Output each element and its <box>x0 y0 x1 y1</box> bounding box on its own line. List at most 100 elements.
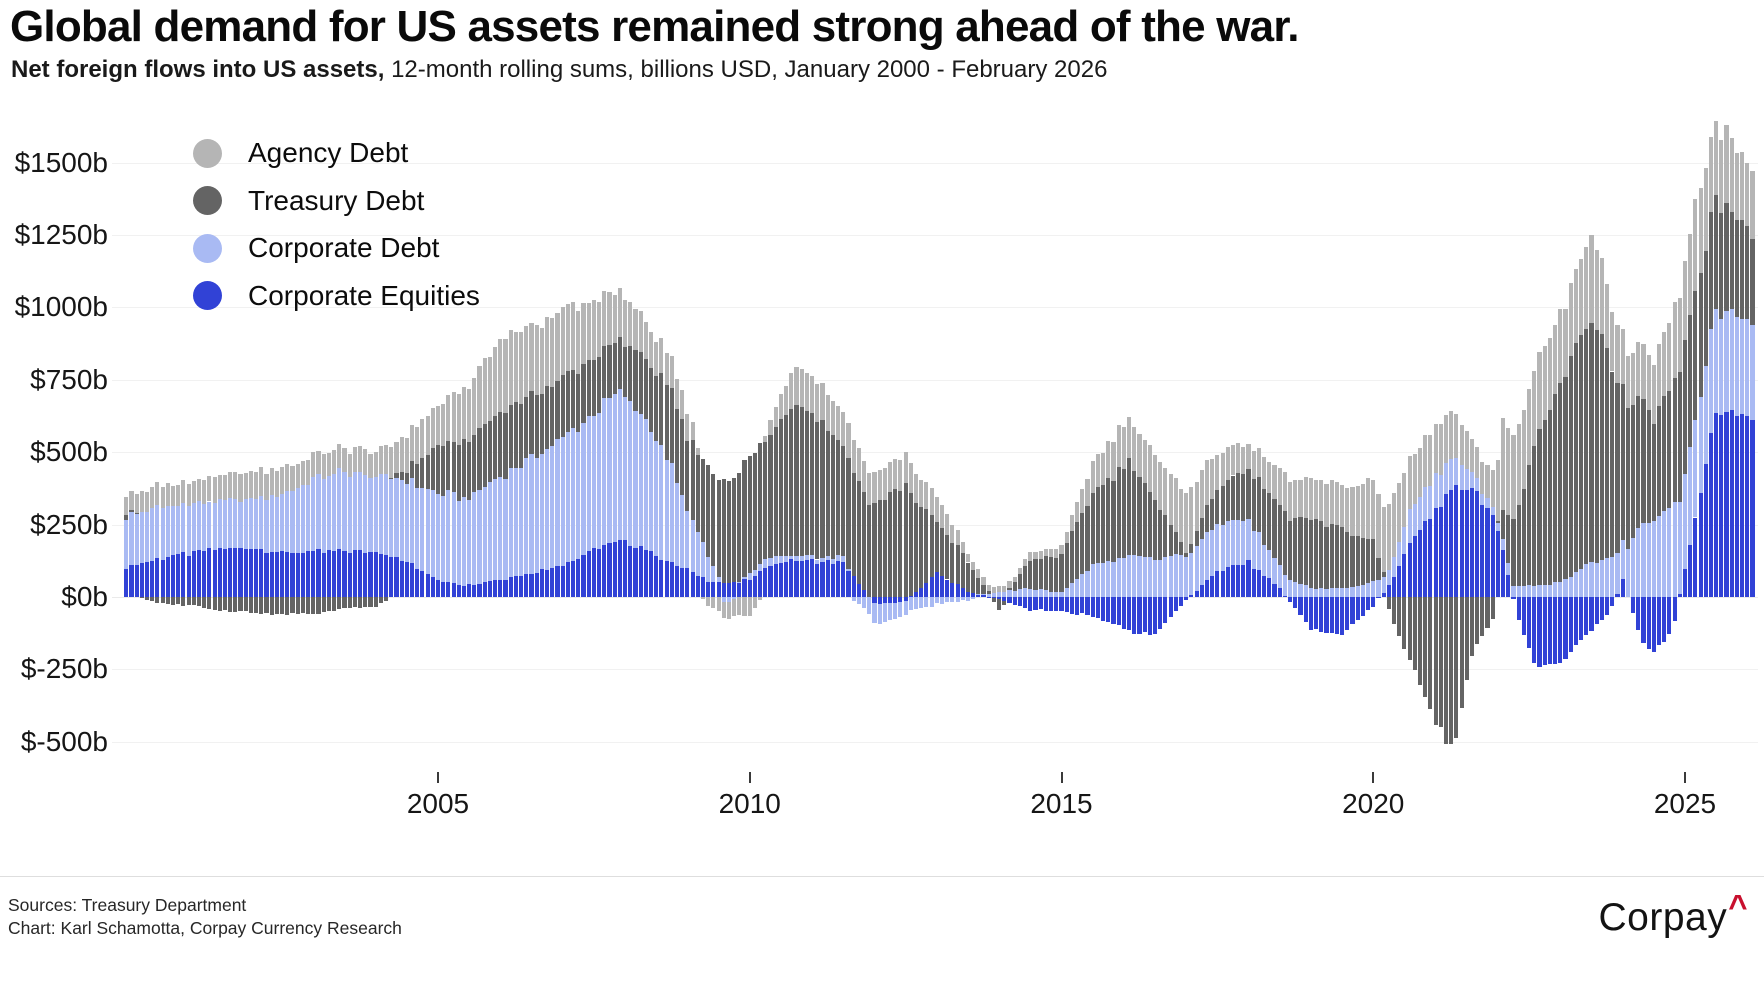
bar-corporate-equities <box>129 564 134 597</box>
bar-corporate-equities <box>1303 597 1308 622</box>
bar-corporate-equities <box>404 561 409 597</box>
bar-corporate-equities <box>680 567 685 597</box>
bar-corporate-debt <box>295 488 300 553</box>
bar-corporate-debt <box>233 499 238 548</box>
bar-treasury-debt <box>280 597 285 614</box>
bar-treasury-debt <box>191 597 196 606</box>
bar-treasury-debt <box>1464 597 1469 681</box>
bar-corporate-equities <box>960 587 965 597</box>
bar-agency-debt <box>207 476 212 502</box>
bar-corporate-equities <box>373 552 378 597</box>
bar-agency-debt <box>960 542 965 553</box>
bar-corporate-debt <box>1262 544 1267 576</box>
bar-corporate-equities <box>1142 597 1147 633</box>
bar-corporate-debt <box>846 568 851 571</box>
bar-corporate-equities <box>1059 597 1064 612</box>
bar-corporate-equities <box>534 573 539 597</box>
bar-agency-debt <box>347 453 352 478</box>
bar-corporate-debt <box>1532 586 1537 597</box>
bar-treasury-debt <box>648 368 654 433</box>
bar-treasury-debt <box>155 597 160 604</box>
bar-treasury-debt <box>1319 521 1324 588</box>
bar-agency-debt <box>1023 559 1028 567</box>
bar-treasury-debt <box>1204 505 1210 532</box>
bar-corporate-equities <box>1075 597 1080 615</box>
bar-corporate-equities <box>254 548 259 597</box>
bar-corporate-equities <box>882 597 887 604</box>
bar-agency-debt <box>134 493 139 514</box>
bar-treasury-debt <box>1340 526 1345 589</box>
bar-corporate-debt <box>1630 538 1636 597</box>
bar-corporate-equities <box>1397 566 1402 597</box>
bar-corporate-debt <box>1100 562 1106 597</box>
bar-corporate-equities <box>498 580 503 597</box>
bar-agency-debt <box>524 326 529 397</box>
bar-corporate-equities <box>550 568 555 597</box>
bar-corporate-equities <box>1225 567 1230 597</box>
bar-agency-debt <box>550 317 555 387</box>
bar-treasury-debt <box>498 412 503 477</box>
bar-agency-debt <box>191 480 196 504</box>
bar-treasury-debt <box>399 471 404 481</box>
bar-corporate-equities <box>825 559 830 597</box>
bar-agency-debt <box>924 482 929 509</box>
bar-agency-debt <box>124 497 129 515</box>
bar-treasury-debt <box>1184 553 1189 558</box>
bar-corporate-equities <box>1532 597 1537 663</box>
bar-corporate-debt <box>290 491 295 553</box>
bar-corporate-equities <box>1215 570 1220 597</box>
bar-corporate-equities <box>659 559 664 597</box>
bar-agency-debt <box>1428 435 1433 486</box>
bar-corporate-equities <box>861 589 867 597</box>
bar-treasury-debt <box>482 423 487 487</box>
bar-corporate-equities <box>508 577 513 597</box>
bar-treasury-debt <box>1132 470 1137 556</box>
bar-corporate-debt <box>1397 541 1402 567</box>
bar-corporate-debt <box>815 559 820 564</box>
bar-treasury-debt <box>778 419 783 556</box>
bar-corporate-debt <box>456 501 461 585</box>
bar-agency-debt <box>1547 338 1552 411</box>
bar-treasury-debt <box>929 514 934 578</box>
bar-corporate-equities <box>1106 597 1111 622</box>
bar-treasury-debt <box>1267 493 1272 551</box>
bar-treasury-debt <box>960 552 965 588</box>
bar-agency-debt <box>1703 167 1708 251</box>
logo-caret-icon: ^ <box>1728 888 1748 925</box>
bar-treasury-debt <box>1469 597 1475 657</box>
bar-corporate-debt <box>1656 515 1662 597</box>
bar-agency-debt <box>1646 355 1651 410</box>
bar-corporate-debt <box>1423 486 1428 521</box>
bar-treasury-debt <box>1547 410 1552 585</box>
bar-corporate-equities <box>259 548 264 597</box>
bar-corporate-equities <box>555 566 560 597</box>
bar-agency-debt <box>669 355 674 388</box>
bar-corporate-debt <box>254 498 259 549</box>
bar-corporate-equities <box>1319 597 1324 632</box>
bar-corporate-debt <box>1579 568 1584 597</box>
bar-treasury-debt <box>607 345 612 399</box>
bar-corporate-equities <box>1553 597 1558 664</box>
bar-agency-debt <box>1693 199 1698 292</box>
bar-corporate-debt <box>690 519 695 573</box>
gridline <box>112 235 1758 236</box>
bar-corporate-debt <box>1506 562 1511 575</box>
bar-corporate-debt <box>1038 589 1043 597</box>
bar-treasury-debt <box>856 480 861 585</box>
bar-agency-debt <box>1537 351 1542 429</box>
bar-treasury-debt <box>1147 491 1152 558</box>
bar-corporate-debt <box>1111 561 1116 597</box>
bar-agency-debt <box>1043 548 1048 557</box>
bar-corporate-debt <box>997 591 1002 597</box>
bar-corporate-equities <box>617 540 622 597</box>
bar-treasury-debt <box>1417 597 1423 685</box>
bar-agency-debt <box>545 317 550 386</box>
bar-corporate-debt <box>726 597 732 603</box>
bar-treasury-debt <box>742 459 747 577</box>
bar-corporate-equities <box>1459 489 1464 597</box>
bar-corporate-debt <box>1412 504 1417 536</box>
bar-corporate-debt <box>274 496 279 553</box>
bar-corporate-debt <box>597 412 602 550</box>
bar-treasury-debt <box>1028 560 1033 590</box>
bar-agency-debt <box>1100 452 1106 486</box>
